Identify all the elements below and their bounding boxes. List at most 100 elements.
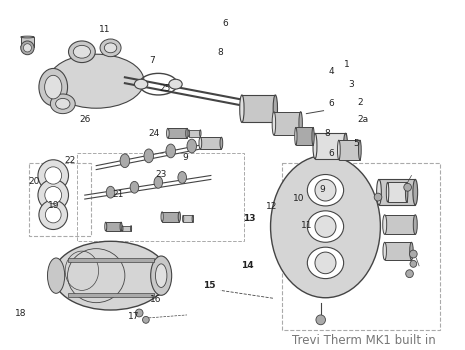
- Ellipse shape: [186, 128, 188, 138]
- Bar: [67, 293, 153, 297]
- Text: Trevi Therm MK1 built in: Trevi Therm MK1 built in: [292, 334, 435, 347]
- Ellipse shape: [183, 215, 184, 222]
- Circle shape: [39, 200, 67, 230]
- Bar: [168, 128, 187, 138]
- Ellipse shape: [154, 176, 163, 188]
- Ellipse shape: [131, 225, 132, 231]
- Ellipse shape: [383, 215, 387, 235]
- Ellipse shape: [21, 46, 34, 48]
- Bar: [77, 153, 244, 241]
- Ellipse shape: [271, 155, 380, 298]
- Text: 15: 15: [203, 281, 216, 290]
- Ellipse shape: [188, 130, 190, 137]
- Circle shape: [404, 183, 412, 191]
- Ellipse shape: [39, 69, 67, 106]
- Text: 5: 5: [353, 139, 359, 148]
- Text: 6: 6: [222, 19, 228, 28]
- Bar: [183, 215, 193, 222]
- Ellipse shape: [169, 79, 182, 89]
- Circle shape: [45, 167, 62, 184]
- Text: 23: 23: [155, 170, 166, 179]
- Text: 1: 1: [344, 60, 350, 69]
- Ellipse shape: [53, 241, 168, 310]
- Text: 11: 11: [100, 26, 111, 34]
- Ellipse shape: [68, 41, 95, 63]
- Ellipse shape: [299, 112, 302, 135]
- Ellipse shape: [166, 128, 169, 138]
- Ellipse shape: [105, 222, 107, 231]
- Bar: [189, 130, 200, 137]
- Ellipse shape: [178, 172, 186, 183]
- Bar: [242, 95, 275, 122]
- Ellipse shape: [106, 186, 115, 198]
- Ellipse shape: [21, 36, 34, 38]
- Text: 8: 8: [324, 128, 330, 138]
- Bar: [162, 212, 179, 222]
- Ellipse shape: [122, 225, 123, 231]
- Bar: [21, 37, 34, 47]
- Ellipse shape: [410, 242, 413, 260]
- Ellipse shape: [386, 182, 389, 202]
- Text: 6: 6: [329, 149, 334, 158]
- Bar: [122, 225, 131, 231]
- Text: 18: 18: [15, 309, 27, 318]
- Bar: [379, 180, 415, 205]
- Text: 24: 24: [148, 128, 159, 138]
- Text: 16: 16: [150, 295, 162, 304]
- Ellipse shape: [48, 54, 144, 108]
- Ellipse shape: [100, 39, 121, 57]
- Text: 8: 8: [218, 48, 224, 57]
- Text: 26: 26: [80, 115, 91, 124]
- Circle shape: [315, 216, 336, 237]
- Ellipse shape: [359, 140, 361, 160]
- Bar: [339, 140, 360, 160]
- Text: 12: 12: [266, 202, 277, 211]
- Circle shape: [135, 309, 143, 317]
- Ellipse shape: [344, 133, 347, 159]
- Text: 2: 2: [358, 98, 363, 107]
- Ellipse shape: [313, 133, 317, 159]
- Circle shape: [374, 193, 382, 201]
- Ellipse shape: [47, 258, 65, 293]
- Ellipse shape: [307, 175, 344, 206]
- Text: 20: 20: [28, 177, 40, 186]
- Ellipse shape: [56, 98, 70, 109]
- Bar: [283, 163, 440, 330]
- Ellipse shape: [272, 112, 276, 135]
- Bar: [296, 127, 313, 145]
- Bar: [385, 215, 415, 235]
- Ellipse shape: [73, 46, 91, 58]
- Circle shape: [38, 180, 68, 211]
- Ellipse shape: [405, 182, 408, 202]
- Ellipse shape: [240, 95, 244, 122]
- Ellipse shape: [377, 180, 381, 205]
- Ellipse shape: [192, 215, 193, 222]
- Ellipse shape: [413, 180, 418, 205]
- Text: 7: 7: [149, 56, 154, 65]
- Ellipse shape: [134, 79, 148, 89]
- Ellipse shape: [120, 222, 122, 231]
- Ellipse shape: [295, 127, 297, 145]
- Text: 9: 9: [182, 153, 188, 162]
- Text: 10: 10: [292, 194, 304, 203]
- Text: 17: 17: [128, 313, 140, 321]
- Circle shape: [45, 187, 62, 204]
- Ellipse shape: [413, 215, 417, 235]
- Circle shape: [38, 160, 68, 191]
- Ellipse shape: [45, 75, 62, 99]
- Ellipse shape: [144, 149, 153, 163]
- Circle shape: [406, 270, 413, 278]
- Circle shape: [21, 41, 34, 55]
- Bar: [315, 133, 345, 159]
- Text: 25: 25: [159, 84, 171, 93]
- Text: 9: 9: [320, 185, 325, 194]
- Ellipse shape: [166, 144, 175, 158]
- Text: 21: 21: [113, 190, 124, 199]
- Ellipse shape: [104, 43, 117, 53]
- Ellipse shape: [307, 211, 344, 242]
- Circle shape: [410, 250, 417, 258]
- Ellipse shape: [161, 212, 163, 222]
- Ellipse shape: [199, 130, 201, 137]
- Ellipse shape: [187, 139, 197, 153]
- Text: 13: 13: [243, 215, 256, 223]
